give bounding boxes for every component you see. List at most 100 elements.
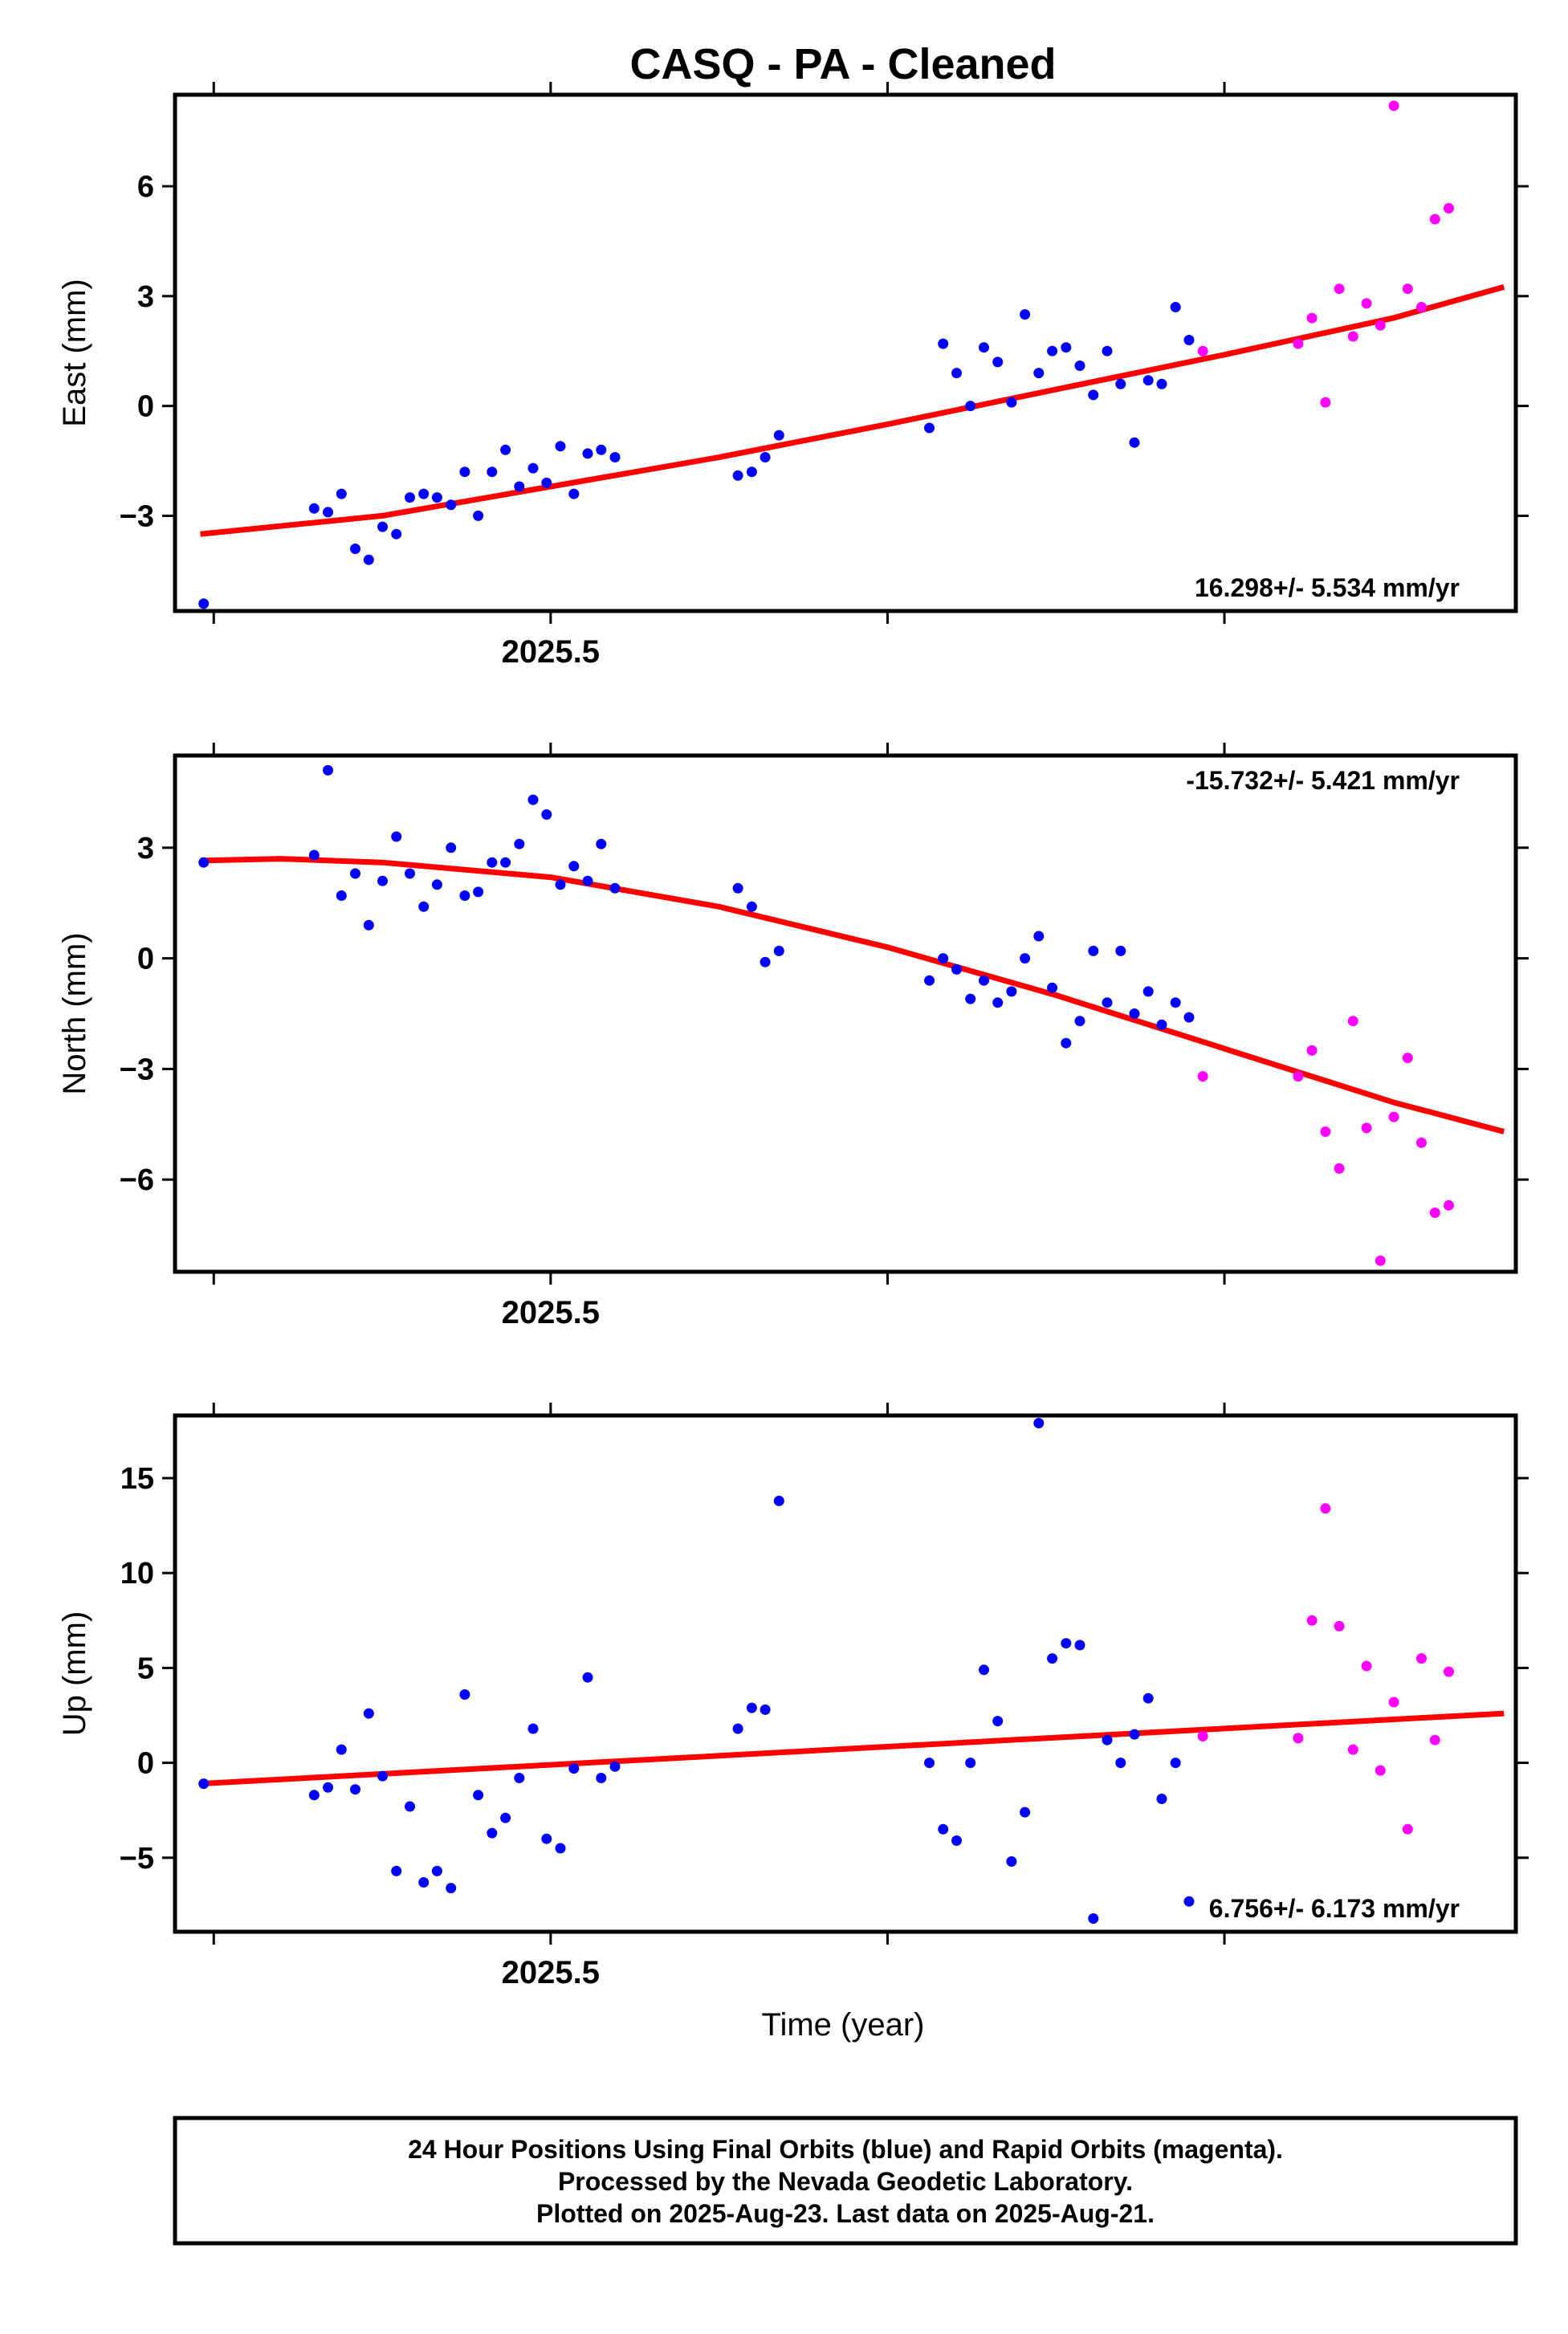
east-final-orbit-point: [405, 492, 415, 503]
east-final-orbit-point: [1088, 389, 1099, 401]
north-final-orbit-point: [336, 890, 347, 901]
east-final-orbit-point: [363, 554, 374, 565]
up-final-orbit-point: [336, 1744, 347, 1755]
up-final-orbit-point: [1156, 1794, 1167, 1804]
up-rapid-orbit-point: [1347, 1744, 1358, 1755]
north-rapid-orbit-point: [1388, 1111, 1399, 1122]
east-rapid-orbit-point: [1444, 202, 1454, 214]
up-ytick-label: 0: [137, 1747, 154, 1781]
up-rate-label: 6.756+/- 6.173 mm/yr: [1209, 1894, 1460, 1923]
north-final-orbit-point: [405, 868, 415, 879]
up-rapid-orbit-point: [1416, 1653, 1427, 1664]
east-final-orbit-point: [473, 510, 484, 521]
north-final-orbit-point: [431, 879, 442, 890]
east-final-orbit-point: [459, 466, 470, 478]
east-final-orbit-point: [965, 401, 976, 412]
up-final-orbit-point: [992, 1716, 1004, 1727]
east-data: [198, 100, 1505, 609]
north-final-orbit-point: [1156, 1019, 1167, 1030]
up-final-orbit-point: [1006, 1856, 1017, 1867]
up-final-orbit-point: [1047, 1653, 1058, 1664]
north-final-orbit-point: [732, 882, 743, 894]
east-final-orbit-point: [992, 356, 1004, 368]
east-final-orbit-point: [773, 430, 784, 441]
up-final-orbit-point: [363, 1708, 374, 1719]
east-panel: −3 0 3 6 2025.5 East (mm) 16.298+/- 5.534 mm/y…: [57, 82, 1529, 670]
north-final-orbit-point: [1102, 997, 1113, 1008]
east-final-orbit-point: [514, 481, 525, 492]
north-final-orbit-point: [1061, 1037, 1072, 1049]
east-final-orbit-point: [1183, 335, 1195, 345]
east-final-orbit-point: [582, 448, 593, 459]
east-final-orbit-point: [951, 368, 962, 379]
east-final-orbit-point: [555, 441, 566, 452]
east-final-orbit-point: [1142, 375, 1154, 386]
east-rapid-orbit-point: [1361, 298, 1372, 309]
east-ytick-label: 6: [137, 170, 154, 204]
up-ytick-label: 5: [137, 1652, 154, 1685]
up-final-orbit-point: [391, 1865, 402, 1876]
east-ytick-label: 3: [137, 280, 154, 314]
north-final-orbit-point: [609, 882, 621, 894]
north-data: [198, 764, 1505, 1266]
east-final-orbit-point: [1033, 368, 1045, 379]
north-rapid-orbit-point: [1334, 1163, 1345, 1174]
up-final-orbit-point: [732, 1723, 743, 1734]
up-final-orbit-point: [198, 1778, 210, 1790]
north-final-orbit-point: [391, 831, 402, 842]
north-final-orbit-point: [500, 857, 511, 868]
up-rapid-orbit-point: [1293, 1733, 1304, 1744]
east-xtick-label: 2025.5: [502, 634, 600, 670]
east-rate-label: 16.298+/- 5.534 mm/yr: [1195, 573, 1460, 602]
up-final-orbit-point: [609, 1761, 621, 1772]
east-rapid-orbit-point: [1388, 100, 1399, 112]
east-final-orbit-point: [527, 462, 539, 474]
north-final-orbit-point: [541, 809, 552, 820]
east-final-orbit-point: [1074, 360, 1085, 371]
north-rapid-orbit-point: [1347, 1016, 1358, 1027]
north-final-orbit-point: [487, 857, 498, 868]
east-final-orbit-point: [1006, 397, 1017, 408]
east-final-orbit-point: [609, 452, 621, 462]
north-final-orbit-point: [951, 963, 962, 975]
east-rapid-orbit-point: [1416, 302, 1427, 312]
east-final-orbit-point: [1047, 345, 1058, 356]
up-final-orbit-point: [773, 1495, 784, 1506]
east-rapid-orbit-point: [1293, 338, 1304, 349]
north-rapid-orbit-point: [1429, 1208, 1440, 1218]
up-final-orbit-point: [1020, 1807, 1031, 1818]
up-final-orbit-point: [965, 1758, 976, 1769]
north-final-orbit-point: [773, 945, 784, 956]
up-final-orbit-point: [568, 1763, 580, 1774]
north-final-orbit-point: [1033, 931, 1045, 942]
east-final-orbit-point: [487, 466, 498, 478]
north-final-orbit-point: [1006, 986, 1017, 997]
north-final-orbit-point: [1020, 953, 1031, 964]
north-final-orbit-point: [459, 890, 470, 901]
east-rapid-orbit-point: [1306, 312, 1318, 324]
north-rapid-orbit-point: [1402, 1053, 1413, 1064]
up-y-axis-title: Up (mm): [57, 1611, 92, 1737]
north-ytick-label: −6: [120, 1163, 154, 1197]
up-final-orbit-point: [487, 1827, 498, 1839]
north-frame: [173, 753, 1518, 1274]
north-final-orbit-point: [596, 838, 607, 849]
east-rapid-orbit-point: [1429, 214, 1440, 225]
north-final-orbit-point: [1170, 997, 1181, 1008]
up-data: [198, 1418, 1505, 1924]
up-trend-line: [200, 1710, 1505, 1787]
east-rapid-orbit-point: [1375, 320, 1386, 331]
east-final-orbit-point: [760, 452, 771, 462]
up-final-orbit-point: [1088, 1913, 1099, 1924]
up-final-orbit-point: [596, 1773, 607, 1783]
up-final-orbit-point: [418, 1877, 430, 1888]
up-final-orbit-point: [323, 1782, 333, 1793]
north-final-orbit-point: [473, 886, 484, 898]
up-final-orbit-point: [1074, 1640, 1085, 1651]
up-ytick-label: 10: [120, 1557, 154, 1591]
north-panel: −6 −3 0 3 2025.5 North (mm) -15.732+/- 5.421 m…: [57, 743, 1529, 1330]
east-final-orbit-point: [541, 477, 552, 488]
north-final-orbit-point: [446, 842, 457, 853]
north-rapid-orbit-point: [1293, 1071, 1304, 1082]
